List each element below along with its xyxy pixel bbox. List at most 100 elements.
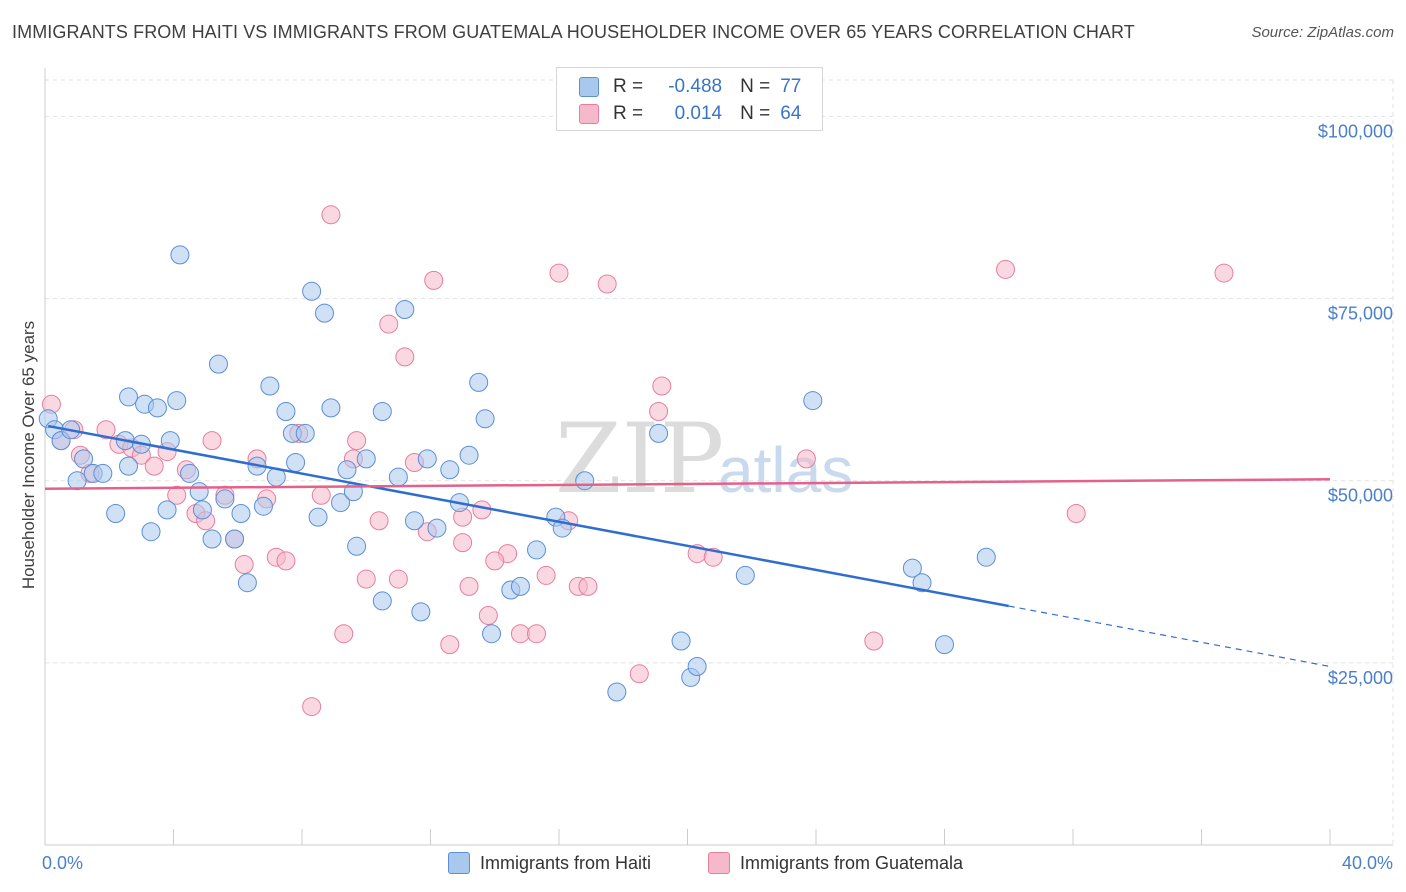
haiti-point (295, 423, 315, 443)
haiti-point (607, 682, 627, 702)
guatemala-point (144, 456, 164, 476)
legend-r-label: R = (613, 103, 644, 124)
haiti-point (308, 507, 328, 527)
x-tick-max: 40.0% (1342, 853, 1393, 873)
haiti-point (347, 536, 367, 556)
haiti-swatch (579, 77, 599, 97)
legend-guatemala-r: 0.014 (674, 103, 723, 124)
haiti-points (38, 245, 996, 702)
guatemala-point (424, 270, 444, 290)
source-label: Source: ZipAtlas.com (1251, 24, 1394, 41)
haiti-point (337, 460, 357, 480)
haiti-point (803, 391, 823, 411)
guatemala-point (536, 565, 556, 585)
guatemala-point (440, 635, 460, 655)
haiti-point (314, 303, 334, 323)
haiti-point (157, 500, 177, 520)
haiti-point (440, 460, 460, 480)
guatemala-point (796, 449, 816, 469)
y-tick-label: $75,000 (1328, 304, 1393, 324)
axes (44, 68, 1393, 846)
haiti-point (237, 573, 257, 593)
haiti-point (687, 657, 707, 676)
guatemala-point (485, 551, 505, 571)
guatemala-legend-swatch (708, 852, 730, 874)
haiti-point (459, 445, 479, 465)
haiti-point (67, 471, 87, 491)
y-tick-label: $100,000 (1318, 121, 1393, 141)
guatemala-point (996, 259, 1016, 279)
guatemala-point (864, 631, 884, 651)
haiti-point (167, 391, 187, 411)
guatemala-swatch (579, 104, 599, 124)
guatemala-point (302, 697, 322, 717)
haiti-point (106, 504, 126, 523)
guatemala-point (96, 420, 116, 440)
haiti-point (482, 624, 502, 644)
haiti-point (356, 449, 376, 469)
haiti-point (192, 500, 212, 520)
haiti-point (208, 354, 228, 374)
guatemala-point (321, 205, 341, 225)
haiti-point (671, 631, 691, 651)
guatemala-point (388, 569, 408, 589)
haiti-point (331, 493, 351, 513)
haiti-legend-swatch (448, 852, 470, 874)
haiti-point (475, 409, 495, 429)
guatemala-point (356, 569, 376, 589)
guatemala-point (369, 511, 389, 531)
watermark-atlas: atlas (718, 434, 853, 506)
haiti-point (527, 540, 547, 560)
guatemala-point (311, 485, 331, 505)
haiti-point (286, 453, 306, 472)
haiti-point (147, 398, 167, 418)
legend-n-label: N = (740, 103, 771, 124)
haiti-point (302, 281, 322, 301)
y-tick-label: $25,000 (1328, 668, 1393, 688)
haiti-point (74, 449, 94, 469)
haiti-point (119, 456, 139, 476)
haiti-point (388, 467, 408, 487)
haiti-legend-label: Immigrants from Haiti (480, 852, 652, 873)
haiti-point (225, 529, 245, 549)
haiti-point (417, 449, 437, 469)
haiti-point (321, 398, 341, 418)
haiti-point (372, 591, 392, 611)
chart-title: IMMIGRANTS FROM HAITI VS IMMIGRANTS FROM… (12, 22, 1135, 42)
watermark: ZIP atlas (555, 403, 853, 515)
guatemala-point (395, 347, 415, 367)
guatemala-legend-label: Immigrants from Guatemala (740, 852, 964, 873)
haiti-point (469, 372, 489, 392)
guatemala-point (1066, 504, 1086, 523)
guatemala-point (478, 606, 498, 625)
guatemala-point (629, 664, 649, 684)
y-tick-label: $50,000 (1328, 486, 1393, 506)
guatemala-point (347, 431, 367, 451)
haiti-point (510, 576, 530, 596)
haiti-point (93, 463, 113, 483)
guatemala-point (453, 533, 473, 553)
guatemala-point (202, 431, 222, 451)
haiti-point (649, 423, 669, 443)
guatemala-point (472, 500, 492, 520)
haiti-point (189, 482, 209, 502)
haiti-point (119, 387, 139, 407)
haiti-point (427, 518, 447, 538)
guatemala-trend-line (44, 478, 1331, 490)
guatemala-point (652, 376, 672, 396)
legend-row-guatemala: R = 0.014 N = 64 (579, 102, 801, 126)
x-tick-min: 0.0% (42, 853, 83, 873)
y-tick-labels: $25,000 $50,000 $75,000 $100,000 (1318, 121, 1393, 687)
guatemala-point (334, 624, 354, 644)
haiti-point (575, 471, 595, 491)
guatemala-point (234, 555, 254, 574)
bottom-legend-guatemala: Immigrants from Guatemala (708, 852, 963, 874)
guatemala-point (597, 274, 617, 294)
legend-haiti-r: -0.488 (668, 76, 723, 97)
legend-haiti-n: 77 (780, 76, 802, 97)
haiti-point (976, 547, 996, 567)
haiti-point (260, 376, 280, 396)
haiti-point (411, 602, 431, 622)
guatemala-point (276, 551, 296, 571)
haiti-trend-line (47, 424, 1009, 608)
